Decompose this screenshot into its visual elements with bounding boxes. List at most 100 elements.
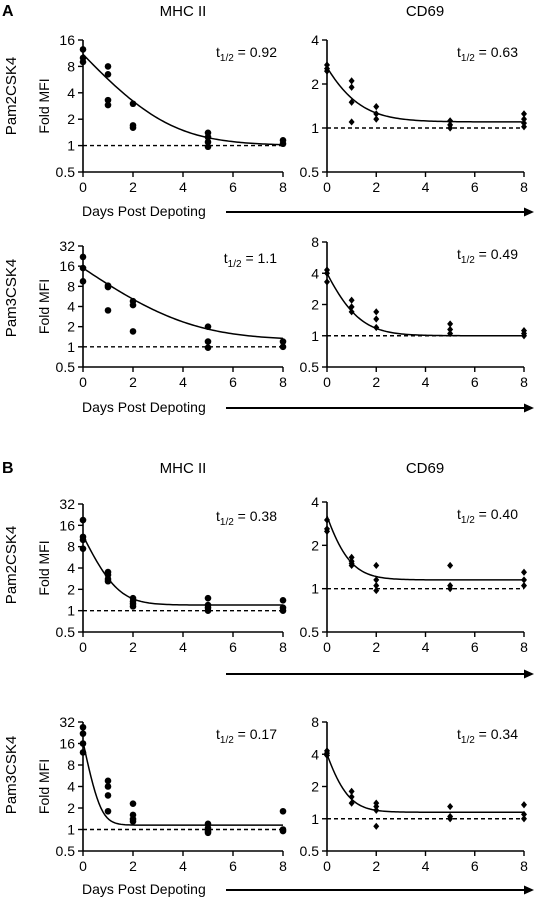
y-tick-label: 4 <box>311 32 319 48</box>
data-point <box>79 278 87 285</box>
data-point <box>447 325 454 334</box>
x-tick-label: 6 <box>471 374 479 390</box>
y-axis-label: Fold MFI <box>36 759 52 814</box>
fit-curve <box>326 66 524 123</box>
x-tick-label: 8 <box>279 858 287 874</box>
data-point <box>447 561 454 570</box>
data-point <box>129 328 137 335</box>
data-point <box>447 585 454 593</box>
data-point <box>279 343 287 351</box>
data-point <box>373 582 380 590</box>
x-tick-label: 2 <box>372 639 380 655</box>
y-tick-label: 0.5 <box>300 624 320 640</box>
data-point <box>204 829 212 837</box>
chart-panel: 0.5 1 2 4 8 16 32 0 2 4 6 8 Fold MFI t1/2 = 0.38 <box>36 496 287 655</box>
data-point <box>279 607 287 614</box>
y-tick-label: 2 <box>311 297 319 313</box>
panel-letter-a: A <box>2 3 14 20</box>
x-tick-label: 0 <box>323 179 331 195</box>
data-point <box>447 117 454 125</box>
y-tick-label: 2 <box>67 800 75 816</box>
data-point <box>521 576 527 584</box>
column-title-a-right: CD69 <box>406 3 444 20</box>
y-tick-label: 4 <box>311 265 319 281</box>
chart-panel: 0.5 1 2 4 0 2 4 6 8 t1/2 = 0.63 <box>300 32 529 195</box>
data-point <box>79 264 87 272</box>
data-point <box>447 124 454 132</box>
x-tick-label: 0 <box>323 639 331 655</box>
panel-letter-b: B <box>2 460 14 477</box>
x-arrow-b-top <box>226 669 534 679</box>
x-tick-label: 4 <box>422 639 430 655</box>
data-point <box>79 516 87 524</box>
data-point <box>79 46 87 53</box>
y-tick-label: 1 <box>67 138 75 154</box>
y-tick-label: 8 <box>67 539 75 555</box>
data-point <box>521 332 527 340</box>
chart-panel: 0.5 1 2 4 8 16 32 0 2 4 6 8 Fold MFI t1/2 = 0.17 <box>36 714 287 874</box>
data-point <box>373 115 380 123</box>
chart-panel: 0.5 1 2 4 8 0 2 4 6 8 t1/2 = 0.34 <box>300 714 529 874</box>
y-tick-label: 1 <box>311 328 319 344</box>
data-point <box>373 586 380 595</box>
data-point <box>79 58 87 66</box>
x-tick-label: 4 <box>179 639 187 655</box>
y-axis-label: Fold MFI <box>36 279 52 334</box>
data-point <box>79 536 87 544</box>
data-point <box>104 577 112 585</box>
x-arrow-label: Days Post Depoting <box>82 203 206 219</box>
y-tick-label: 4 <box>311 746 319 762</box>
data-point <box>279 140 287 148</box>
y-axis-label: Fold MFI <box>36 78 52 133</box>
data-point <box>204 133 212 141</box>
data-point <box>104 307 112 314</box>
y-tick-label: 0.5 <box>56 843 76 859</box>
data-point <box>521 810 527 818</box>
y-tick-label: 1 <box>67 822 75 838</box>
x-tick-label: 6 <box>471 179 479 195</box>
data-point <box>373 315 380 323</box>
data-point <box>521 110 527 118</box>
data-point <box>279 827 287 835</box>
data-point <box>79 730 87 737</box>
y-tick-label: 16 <box>59 32 75 48</box>
data-point <box>348 308 355 316</box>
data-point <box>373 110 380 118</box>
data-point <box>204 138 212 146</box>
data-point <box>324 278 330 286</box>
data-point <box>279 807 287 815</box>
y-tick-label: 2 <box>67 319 75 335</box>
row-label-b-bottom: Pam3CSK4 <box>3 736 20 814</box>
chart-panel: 0.5 1 2 4 8 16 32 0 2 4 6 8 Fold MFI t1/2 = 1.1 <box>36 238 287 390</box>
row-label-b-top: Pam2CSK4 <box>3 526 20 604</box>
x-tick-label: 6 <box>229 374 237 390</box>
x-arrow-b-bottom: Days Post Depoting <box>82 881 534 897</box>
data-point <box>348 118 355 126</box>
y-tick-label: 8 <box>67 278 75 294</box>
x-tick-label: 2 <box>129 179 137 195</box>
y-tick-label: 8 <box>311 714 319 730</box>
data-point <box>521 801 527 809</box>
half-life-annotation: t1/2 = 0.17 <box>216 726 277 746</box>
y-tick-label: 0.5 <box>300 359 320 375</box>
data-point <box>373 103 380 111</box>
data-point <box>521 123 527 131</box>
data-point <box>373 576 380 584</box>
data-point <box>104 777 112 785</box>
data-point <box>204 607 212 614</box>
chart-panel: 0.5 1 2 4 0 2 4 6 8 t1/2 = 0.40 <box>300 494 529 655</box>
x-tick-label: 8 <box>520 639 528 655</box>
x-tick-label: 0 <box>323 858 331 874</box>
data-point <box>348 787 355 796</box>
y-tick-label: 1 <box>311 120 319 136</box>
data-point <box>104 283 112 291</box>
data-point <box>104 792 112 799</box>
data-point <box>373 323 380 332</box>
x-tick-label: 4 <box>179 858 187 874</box>
y-tick-label: 0.5 <box>300 164 320 180</box>
x-tick-label: 2 <box>372 179 380 195</box>
data-point <box>79 749 87 756</box>
